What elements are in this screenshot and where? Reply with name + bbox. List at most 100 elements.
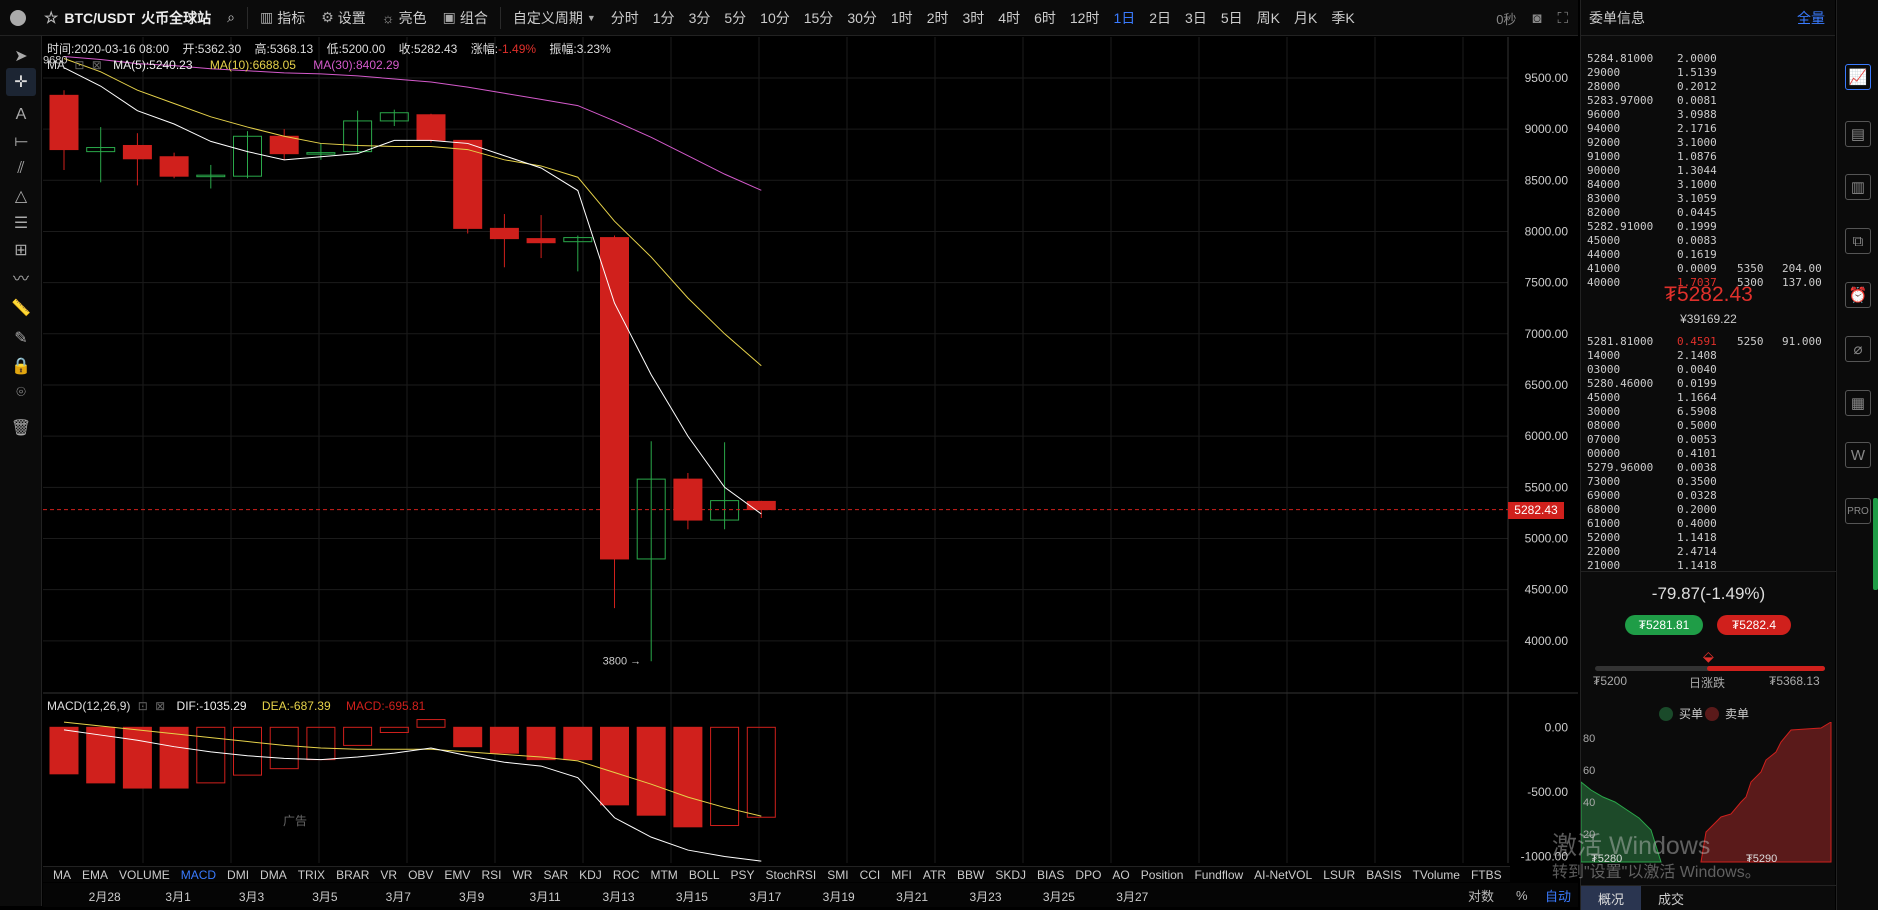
period-tab[interactable]: 3时 [962,9,985,26]
bid-row[interactable]: 61000 0.4000 [1587,517,1822,531]
indicator-tab[interactable]: VOLUME [119,867,170,882]
period-tab[interactable]: 1分 [652,9,675,26]
ask-row[interactable]: 5282.91000 0.1999 [1587,220,1822,234]
ask-row[interactable]: 82000 0.0445 [1587,206,1822,220]
indicator-tab[interactable]: MTM [650,867,678,882]
period-tab[interactable]: 10分 [760,9,790,26]
period-tab[interactable]: 4时 [998,9,1021,26]
star-icon[interactable]: ☆ [44,9,59,27]
scroll-indicator[interactable] [1873,498,1878,590]
text-tool-icon[interactable]: A [15,106,27,123]
best-bid-pill[interactable]: ₮5281.81 [1625,615,1703,635]
indicator-tab[interactable]: TRIX [297,867,326,882]
ask-row[interactable]: 5284.81000 2.0000 [1587,52,1822,66]
channel-tool-icon[interactable]: ⫽ [17,160,25,177]
indicator-tab[interactable]: ROC [612,867,640,882]
indicator-tab[interactable]: BOLL [688,867,720,882]
bid-row[interactable]: 21000 1.1418 [1587,559,1822,573]
indicator-tab[interactable]: DMA [260,867,287,882]
period-tab[interactable]: 12时 [1069,9,1100,26]
indicator-tab[interactable]: DMI [227,867,250,882]
ruler-icon[interactable]: 📏 [11,300,31,317]
best-ask-pill[interactable]: ₮5282.4 [1717,615,1791,635]
indicator-tab[interactable]: EMV [444,867,471,882]
fib-tool-icon[interactable]: ☰ [13,215,29,232]
bid-row[interactable]: 69000 0.0328 [1587,489,1822,503]
indicator-tab[interactable]: MA [53,867,71,882]
indicators-button[interactable]: ▥ 指标 [252,8,313,28]
search-icon[interactable]: ⌕ [227,9,235,25]
depth-chart[interactable]: 80 60 40 20 ₮5280 ₮5290 [1581,722,1836,892]
period-tab[interactable]: 3分 [688,9,711,26]
ask-row[interactable]: 83000 3.1059 [1587,192,1822,206]
indicator-tab[interactable]: Position [1140,867,1184,882]
bid-row[interactable]: 22000 2.4714 [1587,545,1822,559]
ask-row[interactable]: 44000 0.1619 [1587,248,1822,262]
tab-trades[interactable]: 成交 [1657,891,1684,907]
period-tab[interactable]: 2日 [1149,9,1172,26]
period-tab[interactable]: 季K [1331,9,1355,26]
ask-row[interactable]: 91000 1.0876 [1587,150,1822,164]
full-depth-link[interactable]: 全量 [1797,9,1825,26]
trash-icon[interactable]: 🗑 [10,420,32,437]
indicator-tab[interactable]: EMA [82,867,109,882]
ask-row[interactable]: 41000 0.0009 5350 204.00 [1587,262,1822,276]
indicator-tab[interactable]: RSI [481,867,502,882]
bid-row[interactable]: 03000 0.0040 [1587,363,1822,377]
bid-row[interactable]: 5281.81000 0.4591 5250 91.000 [1587,335,1822,349]
indicator-tab[interactable]: KDJ [579,867,602,882]
auto-toggle[interactable]: 自动 [1545,883,1571,907]
cursor-arrow-icon[interactable]: ➤ [14,48,28,65]
indicator-tab[interactable]: Fundflow [1194,867,1244,882]
pro-icon[interactable]: PRO [1845,498,1871,524]
period-tab[interactable]: 2时 [926,9,949,26]
camera-icon[interactable]: ◙ [1532,9,1542,27]
indicator-tab[interactable]: BASIS [1366,867,1402,882]
macd-close-icon[interactable]: ⊠ [155,699,166,713]
period-tab[interactable]: 月K [1293,9,1318,26]
bid-row[interactable]: 52000 1.1418 [1587,531,1822,545]
indicator-tab[interactable]: StochRSI [765,867,817,882]
bid-row[interactable]: 07000 0.0053 [1587,433,1822,447]
ma-close-icon[interactable]: ⊠ [91,58,102,72]
indicator-tab[interactable]: MFI [891,867,912,882]
chart-canvas[interactable]: 9500.00 9000.00 8500.00 8000.00 7500.00 7000.… [43,37,1578,867]
indicator-tab[interactable]: SMI [827,867,849,882]
ask-row[interactable]: 45000 0.0083 [1587,234,1822,248]
wave-tool-icon[interactable]: 〰 [12,271,29,288]
w-icon[interactable]: W [1845,442,1871,468]
theme-button[interactable]: ☼ 亮色 [374,8,435,28]
line-tool-icon[interactable]: ⟝ [14,133,28,150]
bid-row[interactable]: 5279.96000 0.0038 [1587,461,1822,475]
combo-button[interactable]: ▣ 组合 [435,8,496,28]
lock-icon[interactable]: 🔒 [11,358,31,375]
indicator-tab[interactable]: FTBS [1470,867,1502,882]
bid-row[interactable]: 00000 0.4101 [1587,447,1822,461]
bid-row[interactable]: 68000 0.2000 [1587,503,1822,517]
tab-overview[interactable]: 概况 [1581,886,1641,910]
bid-row[interactable]: 08000 0.5000 [1587,419,1822,433]
settings-button[interactable]: ⚙ 设置 [313,8,374,28]
percent-toggle[interactable]: % [1516,883,1528,907]
indicator-tab[interactable]: VR [380,867,398,882]
pencil-icon[interactable]: ✎ [14,330,28,347]
triangle-tool-icon[interactable]: △ [14,188,28,205]
indicator-tab[interactable]: ATR [922,867,947,882]
macd-settings-icon[interactable]: ⊡ [137,699,148,713]
indicator-tab[interactable]: MACD [180,867,217,882]
chart-panel-icon[interactable]: 📈 [1845,64,1871,90]
indicator-tab[interactable]: AO [1112,867,1130,882]
bid-row[interactable]: 30000 6.5908 [1587,405,1822,419]
indicator-tab[interactable]: LSUR [1323,867,1356,882]
period-tab[interactable]: 6时 [1034,9,1056,26]
orders-icon[interactable]: ▤ [1845,121,1871,147]
notes-icon[interactable]: ▦ [1845,390,1871,416]
period-tab[interactable]: 分时 [610,9,639,26]
ask-row[interactable]: 28000 0.2012 [1587,80,1822,94]
indicator-tab[interactable]: OBV [408,867,434,882]
grid-tool-icon[interactable]: ⊞ [14,242,28,259]
ask-row[interactable]: 84000 3.1000 [1587,178,1822,192]
ask-row[interactable]: 29000 1.5139 [1587,66,1822,80]
period-tab[interactable]: 3日 [1185,9,1207,26]
log-toggle[interactable]: 对数 [1468,883,1494,907]
